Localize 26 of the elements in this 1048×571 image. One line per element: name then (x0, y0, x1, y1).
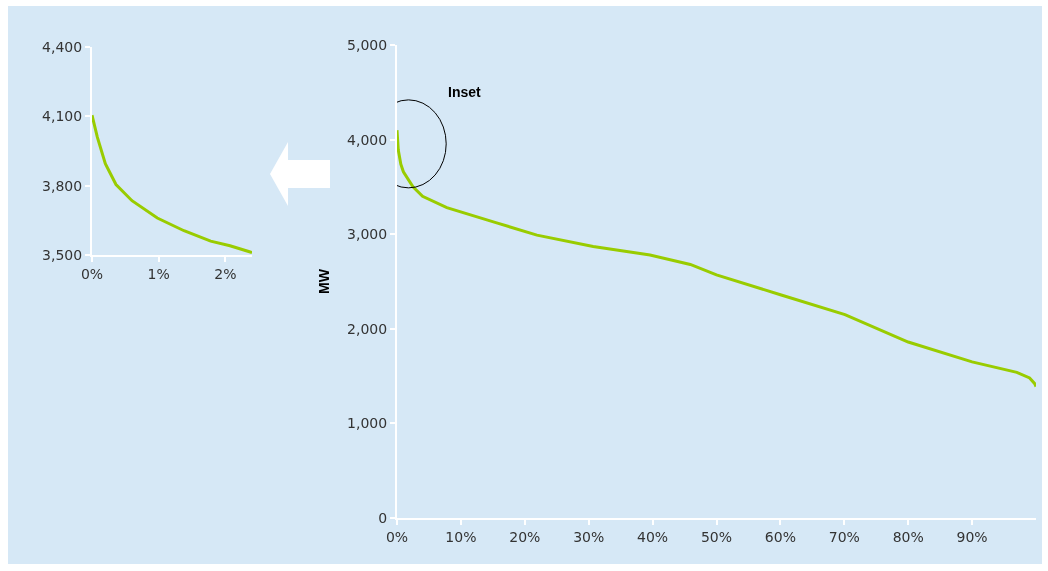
y-tick-label: 4,000 (347, 131, 388, 148)
x-tick-label: 20% (509, 528, 541, 545)
y-tick-label: 4,400 (42, 38, 83, 55)
y-tick-label: 3,000 (347, 226, 388, 243)
y-axis-title: MW (316, 268, 333, 294)
x-tick-label: 90% (956, 528, 988, 545)
x-tick-label: 0% (80, 265, 104, 282)
x-tick-label: 1% (147, 265, 170, 282)
y-tick-label: 4,100 (42, 108, 83, 125)
line-series (397, 128, 1036, 389)
x-tick-label: 70% (828, 528, 860, 545)
y-tick-label: 3,800 (42, 177, 83, 194)
x-tick-label: 10% (445, 528, 477, 545)
y-tick-label: 5,000 (347, 36, 388, 53)
x-tick-label: 60% (764, 528, 796, 545)
x-tick-label: 2% (214, 265, 237, 282)
x-tick-label: 0% (385, 528, 409, 545)
x-tick-label: 50% (700, 528, 733, 545)
y-tick-label: 1,000 (347, 415, 388, 432)
x-tick-label: 30% (573, 528, 605, 545)
x-tick-label: 80% (892, 528, 924, 545)
annotation: Inset (448, 84, 482, 100)
y-tick-label: 0 (378, 509, 388, 526)
x-tick-label: 40% (637, 528, 669, 545)
y-tick-label: 2,000 (347, 320, 388, 337)
y-tick-label: 3,500 (42, 246, 83, 263)
